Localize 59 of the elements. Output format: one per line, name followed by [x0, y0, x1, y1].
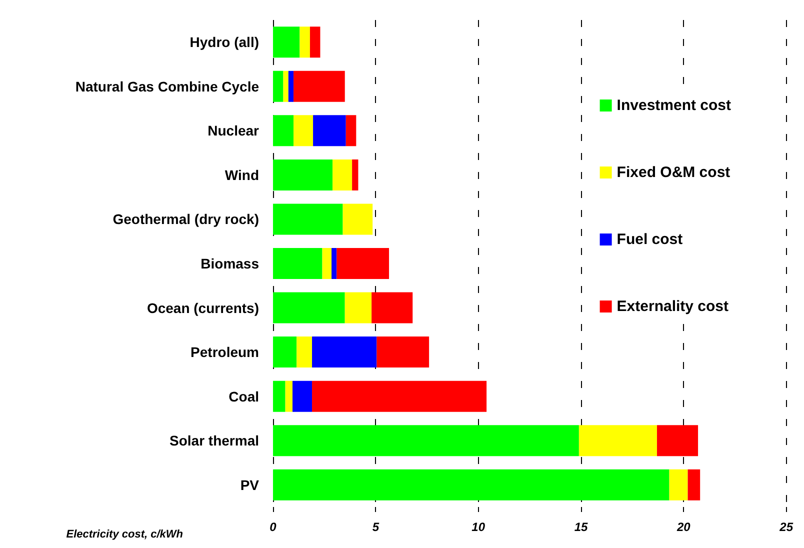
y-tick-label: Solar thermal — [170, 432, 259, 449]
bar — [312, 336, 377, 368]
bar — [313, 115, 346, 146]
bar — [273, 159, 333, 190]
bar — [288, 70, 294, 102]
bar — [346, 115, 356, 146]
x-tick-label: 15 — [574, 520, 588, 534]
bar — [669, 469, 688, 500]
bar — [273, 425, 579, 456]
bar — [273, 26, 300, 58]
bar — [273, 336, 297, 368]
y-tick-label: Nuclear — [208, 122, 260, 139]
legend-label: Externality cost — [616, 298, 729, 315]
x-tick-label: 25 — [778, 520, 794, 534]
bar — [273, 115, 294, 146]
legend-label: Investment cost — [616, 97, 732, 114]
y-tick-label: Coal — [228, 388, 259, 404]
bar — [285, 380, 293, 412]
bar — [273, 380, 286, 412]
bar — [312, 380, 487, 412]
bar — [336, 248, 390, 279]
bar — [273, 204, 343, 235]
bar — [332, 159, 352, 190]
y-tick-label: Ocean (currents) — [146, 300, 259, 316]
y-tick-label: Natural Gas Combine Cycle — [75, 78, 260, 94]
y-tick-label: Geothermal (dry rock) — [112, 211, 259, 228]
bar — [344, 292, 372, 324]
x-tick-label: 20 — [676, 520, 691, 534]
bar — [376, 336, 430, 368]
bar — [310, 26, 320, 58]
bar — [352, 159, 358, 190]
x-tick-label: 5 — [372, 520, 380, 534]
bar — [332, 248, 337, 279]
x-tick-label: 10 — [472, 520, 486, 534]
y-tick-label: Biomass — [200, 256, 260, 272]
bar — [294, 70, 345, 102]
bar — [578, 425, 657, 456]
bar — [342, 204, 373, 235]
y-tick-label: Hydro (all) — [190, 34, 259, 50]
y-tick-label: Petroleum — [190, 344, 259, 360]
bar — [273, 469, 670, 500]
bar — [296, 336, 312, 368]
y-tick-label: PV — [240, 476, 260, 493]
x-axis-title: Electricity cost, c/kWh — [66, 528, 184, 540]
bar — [372, 292, 413, 324]
bar — [656, 425, 698, 456]
legend-label: Fuel cost — [616, 231, 683, 248]
bar — [294, 115, 314, 146]
legend-label: Fixed O&M cost — [616, 164, 730, 181]
y-tick-label: Wind — [224, 166, 259, 183]
bar — [322, 248, 332, 279]
bar — [273, 70, 284, 102]
bar — [273, 248, 322, 279]
bar — [292, 380, 312, 412]
bar — [283, 70, 288, 102]
x-tick-label: 0 — [270, 520, 277, 534]
bar — [688, 469, 700, 500]
bar — [300, 26, 310, 58]
bar — [273, 292, 345, 324]
